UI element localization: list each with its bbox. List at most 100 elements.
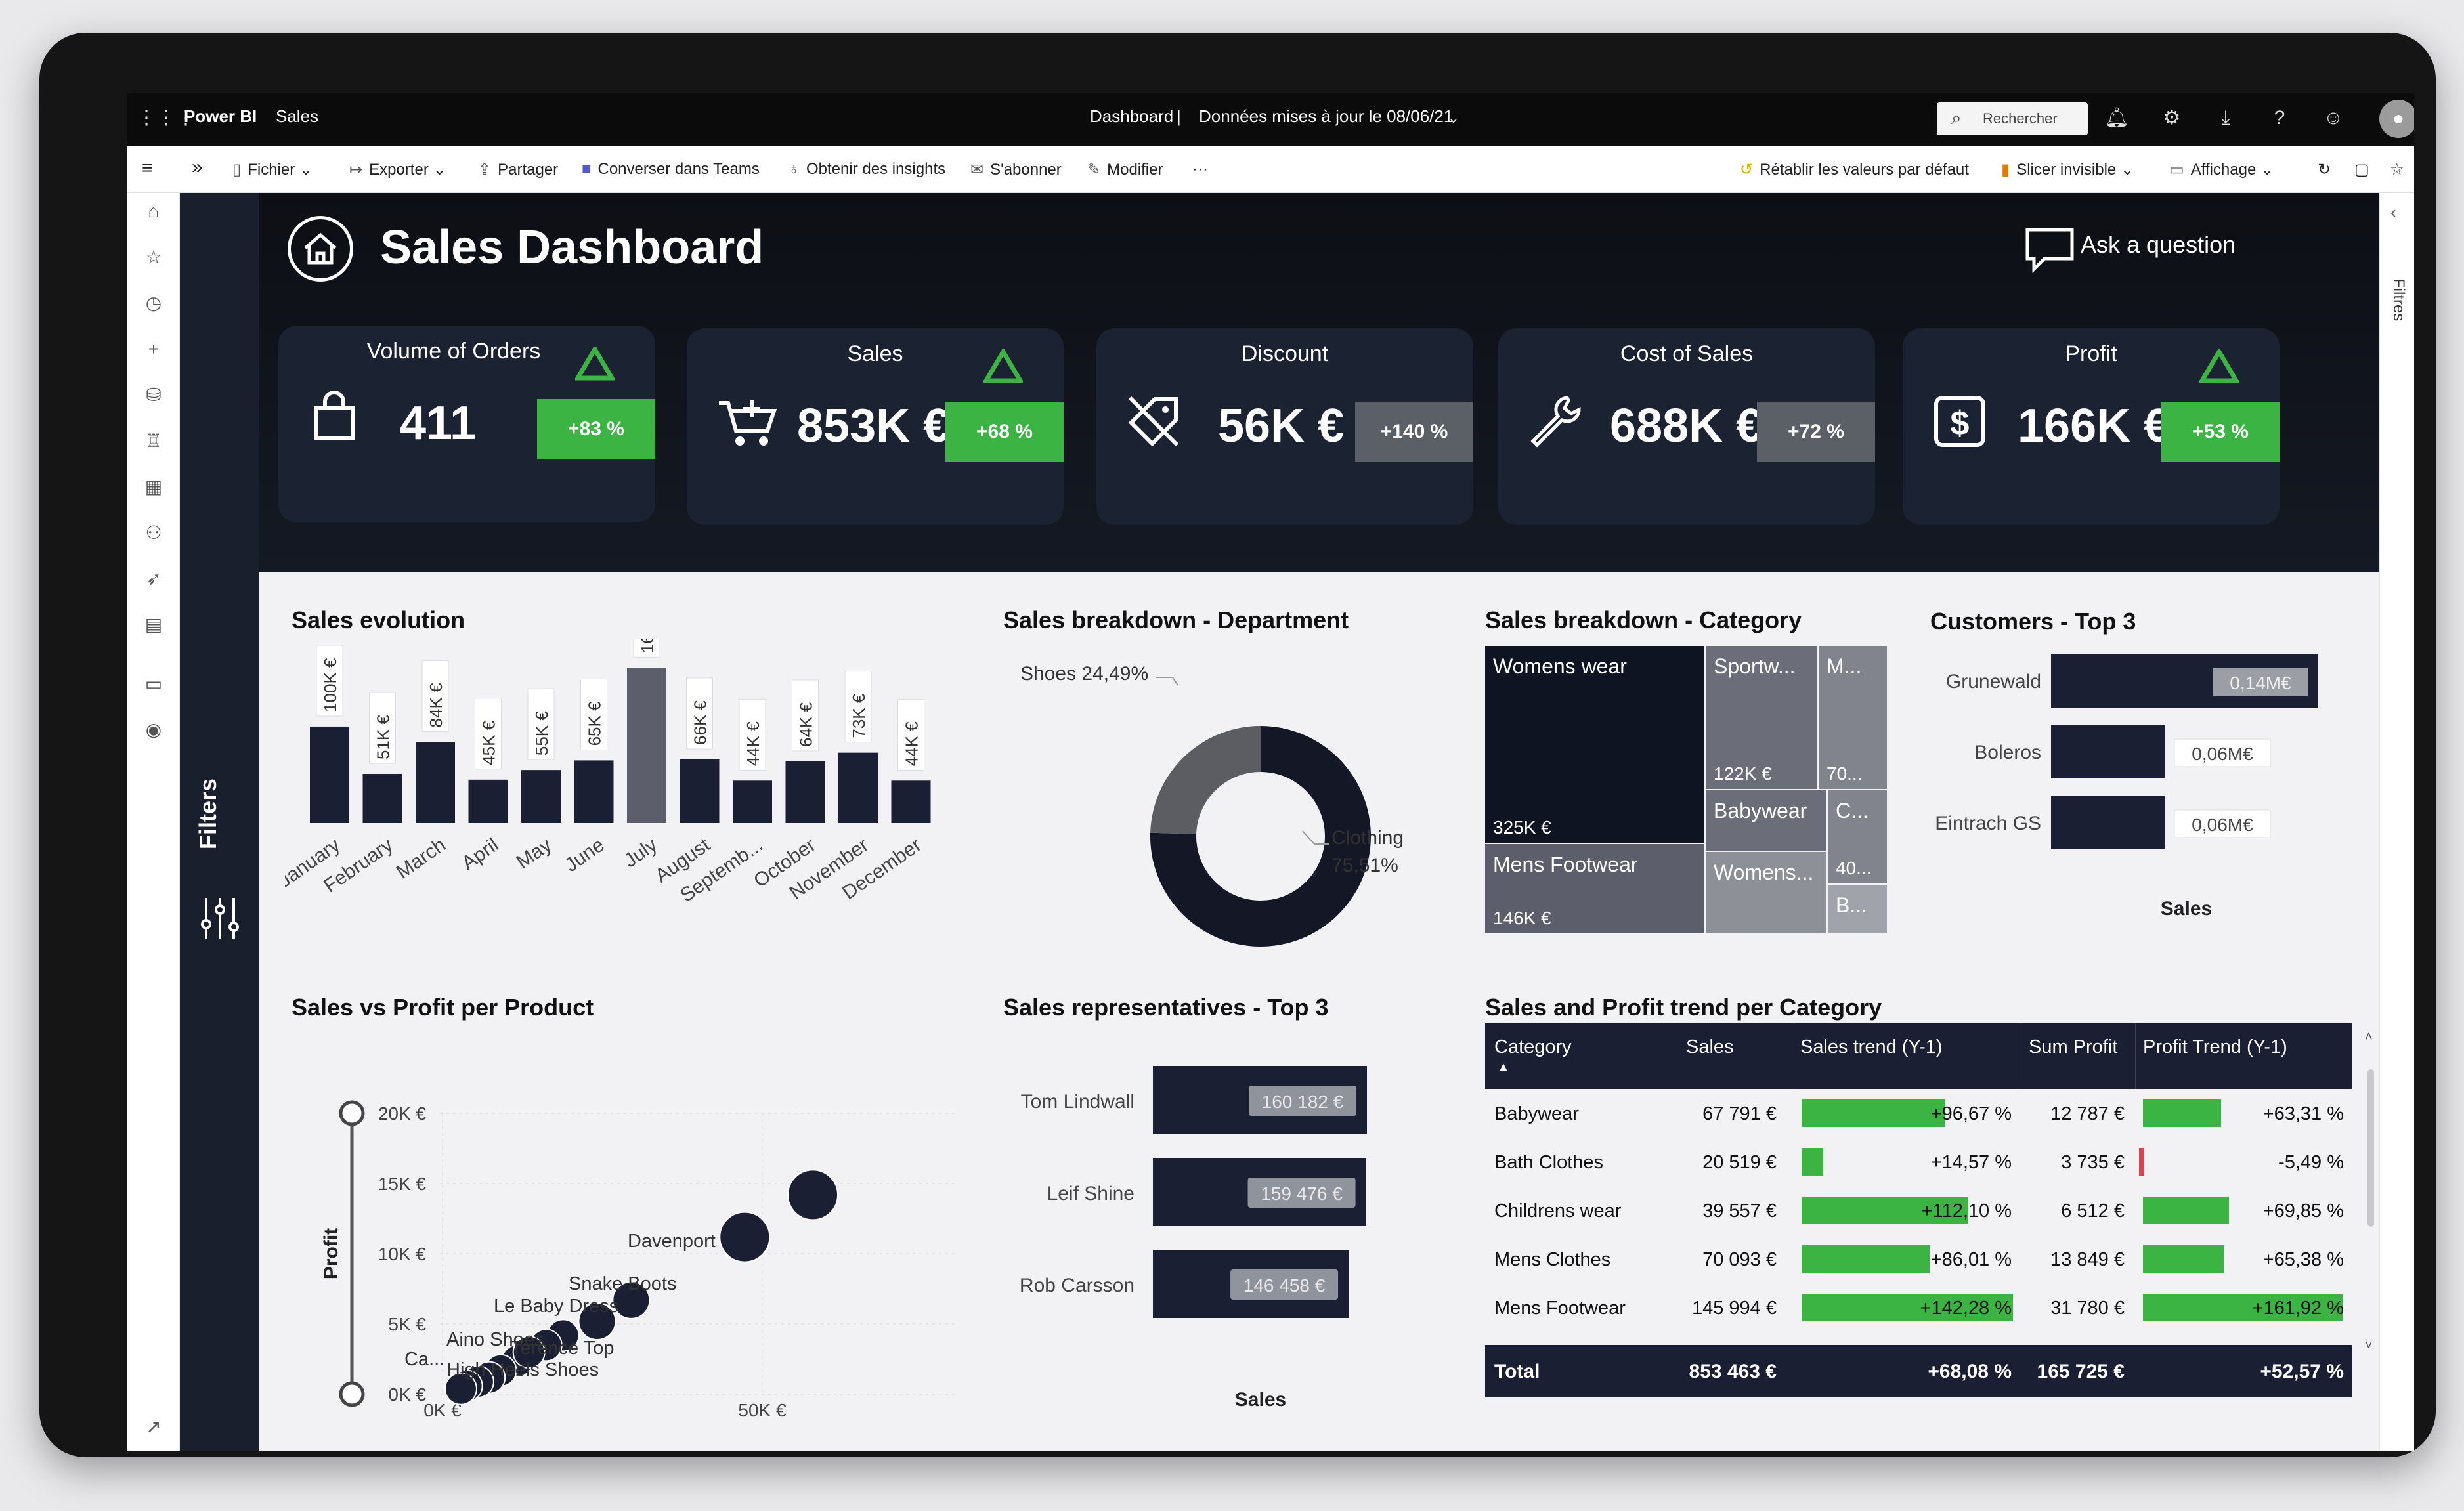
goals-icon[interactable]: ♖: [145, 431, 162, 451]
learn-icon[interactable]: ➶: [146, 568, 162, 589]
file-menu[interactable]: ▯ Fichier ⌄: [232, 160, 313, 179]
scatter-point: [719, 1211, 771, 1263]
data-label-bg: [1249, 1086, 1356, 1116]
slice-label: 75,51%: [1331, 855, 1398, 876]
datasets-icon[interactable]: ⛁: [146, 385, 162, 405]
search-placeholder: Rechercher: [1983, 110, 2058, 127]
app-name[interactable]: Power BI: [184, 106, 257, 126]
slider-handle: [339, 1381, 365, 1407]
hamburger-icon[interactable]: ≡: [142, 158, 153, 178]
more-options-icon[interactable]: ···: [1192, 160, 1208, 178]
bell-icon[interactable]: 🔔︎: [2104, 107, 2130, 129]
filters-rail[interactable]: Filters: [180, 193, 259, 1451]
cell-sales-trend: +96,67 %: [1930, 1103, 2012, 1124]
comment-icon[interactable]: ▢: [2354, 161, 2369, 179]
chevron-down-icon: ⌄: [299, 161, 313, 179]
table-row[interactable]: Bath Clothes 20 519 € +14,57 % 3 735 € -5,49…: [1485, 1138, 2352, 1186]
book-icon[interactable]: ▤: [144, 614, 163, 635]
left-nav: ⌂ ☆ ◷ + ⛁ ♖ ▦ ⚇ ➶ ▤ ▭ ◉ ↗: [127, 193, 180, 1451]
treemap-tile: [1819, 646, 1887, 789]
table-row[interactable]: Mens Footwear 145 994 € +142,28 % 31 780 € +…: [1485, 1283, 2352, 1332]
help-icon[interactable]: ?: [2274, 107, 2285, 129]
subscribe-button[interactable]: ✉ S'abonner: [970, 160, 1062, 179]
create-icon[interactable]: +: [148, 339, 160, 359]
total-label: Total: [1494, 1361, 1540, 1382]
customers-bar-chart: Grunewald 0,14M€ Boleros 0,06M€ Eintrach GS 0…: [1935, 654, 2318, 920]
section-title-department: Sales breakdown - Department: [1003, 607, 1349, 633]
x-tick-label: April: [458, 834, 502, 874]
edit-button[interactable]: ✎ Modifier: [1087, 160, 1163, 179]
col-header-category[interactable]: Category: [1494, 1036, 1572, 1057]
treemap-tile-label: C...: [1836, 799, 1869, 822]
treemap-tile-value: 70...: [1826, 763, 1862, 784]
slicer-label: Slicer invisible: [2016, 161, 2117, 179]
favorites-icon[interactable]: ☆: [145, 247, 162, 267]
table-scrollbar[interactable]: ˄ ˅: [2362, 1023, 2378, 1365]
cell-category: Bath Clothes: [1494, 1152, 1604, 1173]
data-updated-text[interactable]: Données mises à jour le 08/06/21: [1199, 106, 1454, 126]
bar: [680, 759, 720, 823]
data-label: 73K €: [849, 693, 869, 738]
reps-bar-chart: Tom Lindwall 160 182 € Leif Shine 159 476 €…: [1020, 1066, 1367, 1411]
apps-icon[interactable]: ▦: [144, 477, 163, 497]
kpi-change-badge: +53 %: [2161, 402, 2280, 462]
share-button[interactable]: ⇪ Partager: [478, 160, 558, 179]
data-label-bg: [844, 671, 872, 743]
cell-sales: 70 093 €: [1702, 1249, 1777, 1270]
scroll-down-icon[interactable]: ˅: [2365, 1338, 2373, 1353]
tag-icon: [1128, 396, 1179, 447]
app-launcher-icon[interactable]: ⋮⋮⋮: [137, 107, 196, 129]
teams-button[interactable]: ■ Converser dans Teams: [582, 160, 760, 179]
chat-icon[interactable]: [2025, 227, 2075, 276]
data-label: 100K €: [320, 658, 340, 712]
shared-icon[interactable]: ⚇: [145, 522, 162, 543]
slicer-button[interactable]: ▮ Slicer invisible ⌄: [2001, 160, 2134, 179]
chevron-down-icon[interactable]: ⌄: [1447, 110, 1460, 126]
reset-label: Rétablir les valeurs par défaut: [1760, 161, 1969, 179]
star-icon[interactable]: ☆: [2390, 161, 2404, 179]
col-header-profit[interactable]: Sum Profit: [2029, 1036, 2118, 1057]
expand-icon[interactable]: »: [192, 156, 203, 178]
pencil-icon: ✎: [1087, 161, 1101, 179]
workspace-name[interactable]: Sales: [276, 106, 319, 126]
smiley-icon[interactable]: ☺: [2323, 107, 2344, 129]
export-icon: ↦: [349, 161, 363, 179]
cell-category: Childrens wear: [1494, 1201, 1622, 1222]
cell-profit-trend: +65,38 %: [2262, 1249, 2344, 1270]
chevron-left-icon[interactable]: ‹: [2390, 202, 2396, 222]
reset-defaults-button[interactable]: ↺ Rétablir les valeurs par défaut: [1740, 160, 1969, 179]
insights-label: Obtenir des insights: [806, 160, 946, 178]
ask-question-button[interactable]: Ask a question: [2081, 231, 2236, 258]
scroll-up-icon[interactable]: ˄: [2365, 1030, 2373, 1044]
expand-arrow-icon[interactable]: ↗: [146, 1416, 162, 1437]
treemap-tile-label: Sportw...: [1714, 654, 1796, 678]
home-icon[interactable]: [288, 216, 353, 282]
recent-icon[interactable]: ◷: [145, 293, 162, 313]
scrollbar-thumb[interactable]: [2367, 1069, 2374, 1227]
table-row[interactable]: Childrens wear 39 557 € +112,10 % 6 512 € +6…: [1485, 1186, 2352, 1235]
x-tick-label: May: [513, 834, 555, 874]
file-icon: ▯: [232, 161, 242, 179]
x-axis-title: Sales: [1235, 1389, 1286, 1411]
view-menu[interactable]: ▭ Affichage ⌄: [2169, 160, 2274, 179]
search-input[interactable]: ⌕ Rechercher: [1937, 102, 2088, 135]
workspaces-icon[interactable]: ▭: [144, 673, 163, 694]
download-icon[interactable]: ⤓: [2221, 107, 2230, 129]
workspace-avatar-icon[interactable]: ◉: [145, 719, 162, 740]
col-header-sales[interactable]: Sales: [1686, 1036, 1734, 1057]
table-row[interactable]: Babywear 67 791 € +96,67 % 12 787 € +63,31 %: [1485, 1089, 2352, 1138]
insights-button[interactable]: ♁ Obtenir des insights: [788, 160, 945, 179]
export-menu[interactable]: ↦ Exporter ⌄: [349, 160, 446, 179]
table-row[interactable]: Mens Clothes 70 093 € +86,01 % 13 849 € +65,…: [1485, 1235, 2352, 1283]
gear-icon[interactable]: ⚙: [2163, 107, 2181, 129]
home-icon[interactable]: ⌂: [148, 201, 160, 221]
col-header-profit-trend[interactable]: Profit Trend (Y-1): [2143, 1036, 2287, 1057]
refresh-icon[interactable]: ↻: [2318, 161, 2331, 179]
col-header-sales-trend[interactable]: Sales trend (Y-1): [1800, 1036, 1943, 1057]
data-label-bg: [1247, 1178, 1356, 1208]
filters-pane-collapsed[interactable]: ‹ Filtres: [2379, 193, 2414, 1451]
file-label: Fichier: [248, 161, 295, 179]
avatar[interactable]: ●: [2379, 100, 2414, 138]
data-label-bg: [369, 692, 396, 764]
cell-sales: 67 791 €: [1702, 1103, 1777, 1124]
